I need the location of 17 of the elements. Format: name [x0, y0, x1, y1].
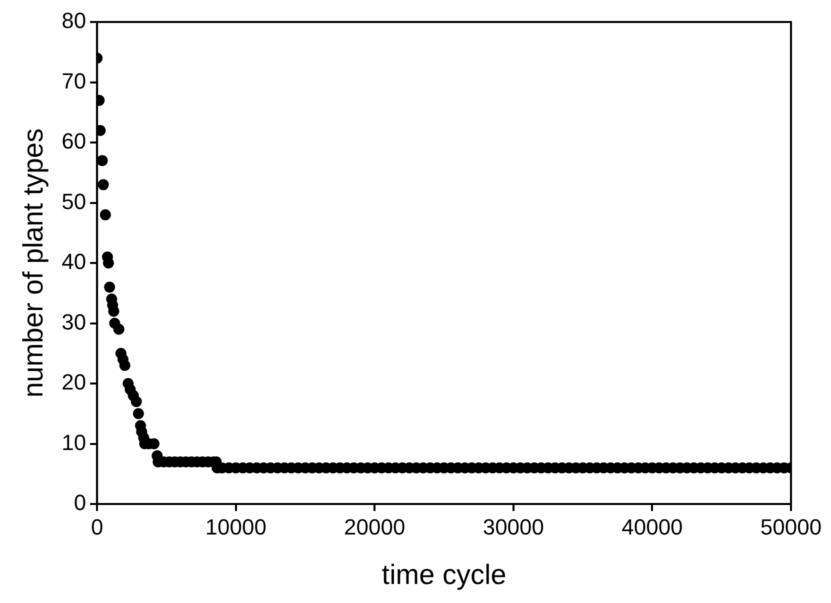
y-tick-label: 20 [62, 370, 86, 395]
x-axis-title: time cycle [382, 558, 506, 590]
x-tick-label: 30000 [482, 514, 544, 540]
y-tick-label: 70 [62, 68, 86, 94]
y-tick-label: 30 [62, 309, 86, 334]
y-axis-title: number of plant types [18, 128, 49, 398]
y-tick-label: 40 [62, 249, 86, 274]
x-tick-label: 0 [90, 514, 104, 540]
y-tick-label: 0 [74, 490, 86, 516]
x-tick-label: 40000 [622, 514, 683, 540]
y-tick-label: 60 [62, 128, 86, 154]
x-tick-label: 50000 [760, 514, 822, 540]
y-tick-label: 80 [62, 8, 86, 34]
y-tick-label: 10 [62, 430, 86, 455]
y-tick-label: 50 [62, 188, 86, 214]
x-tick-label: 20000 [344, 514, 406, 540]
x-tick-label: 10000 [205, 514, 266, 540]
